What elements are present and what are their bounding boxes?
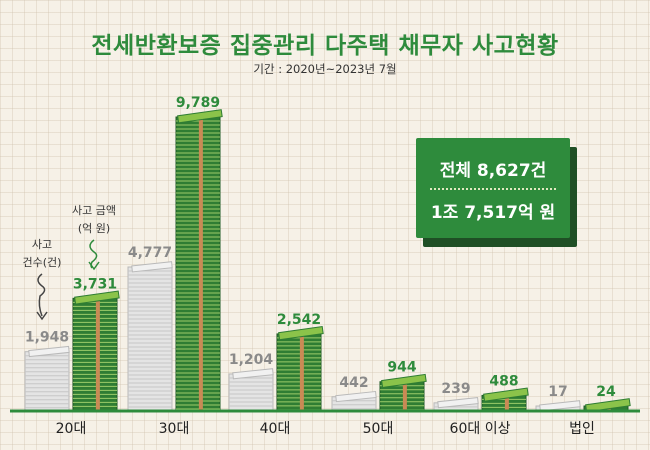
summary-box: 전체 8,627건 1조 7,517억 원 (416, 138, 570, 238)
count-label: 1,204 (229, 352, 274, 368)
count-label: 17 (548, 384, 567, 400)
amount-label: 488 (489, 373, 518, 389)
amount-label: 3,731 (73, 276, 117, 292)
count-label: 442 (339, 375, 368, 391)
count-arrow-icon (37, 273, 46, 317)
count-bar (535, 400, 581, 412)
count-label: 1,948 (25, 330, 69, 346)
summary-total-count: 전체 8,627건 (439, 161, 547, 181)
amount-bar (276, 326, 324, 411)
count-bar (127, 261, 173, 411)
category-label: 40대 (260, 421, 291, 437)
amount-label: 24 (596, 384, 616, 400)
amount-bar (72, 290, 120, 411)
amount-label: 9,789 (176, 95, 220, 111)
category-label: 20대 (56, 421, 87, 437)
summary-divider (430, 188, 556, 190)
category-label: 60대 이상 (450, 421, 511, 437)
count-bar (433, 397, 479, 411)
category-label: 법인 (569, 421, 595, 437)
amount-annotation-line1: 사고 금액 (72, 204, 116, 217)
count-bar (331, 390, 377, 411)
count-bar (228, 368, 274, 411)
count-bar (24, 345, 70, 411)
category-label: 30대 (159, 421, 190, 437)
amount-label: 2,542 (277, 312, 321, 328)
amount-annotation-line2: (억 원) (78, 222, 110, 235)
chart-title: 전세반환보증 집중관리 다주택 채무자 사고현황 (91, 33, 559, 59)
amount-label: 944 (387, 360, 416, 376)
amount-bar (175, 109, 223, 411)
chart-subtitle: 기간 : 2020년~2023년 7월 (253, 62, 397, 76)
count-label: 239 (441, 381, 470, 397)
category-label: 50대 (363, 421, 394, 437)
amount-bar (481, 387, 529, 411)
count-label: 4,777 (128, 245, 172, 261)
amount-bar (379, 373, 427, 411)
count-annotation-line1: 사고 (32, 238, 52, 251)
count-annotation-line2: 건수(건) (23, 256, 62, 269)
summary-total-amount: 1조 7,517억 원 (430, 203, 556, 223)
